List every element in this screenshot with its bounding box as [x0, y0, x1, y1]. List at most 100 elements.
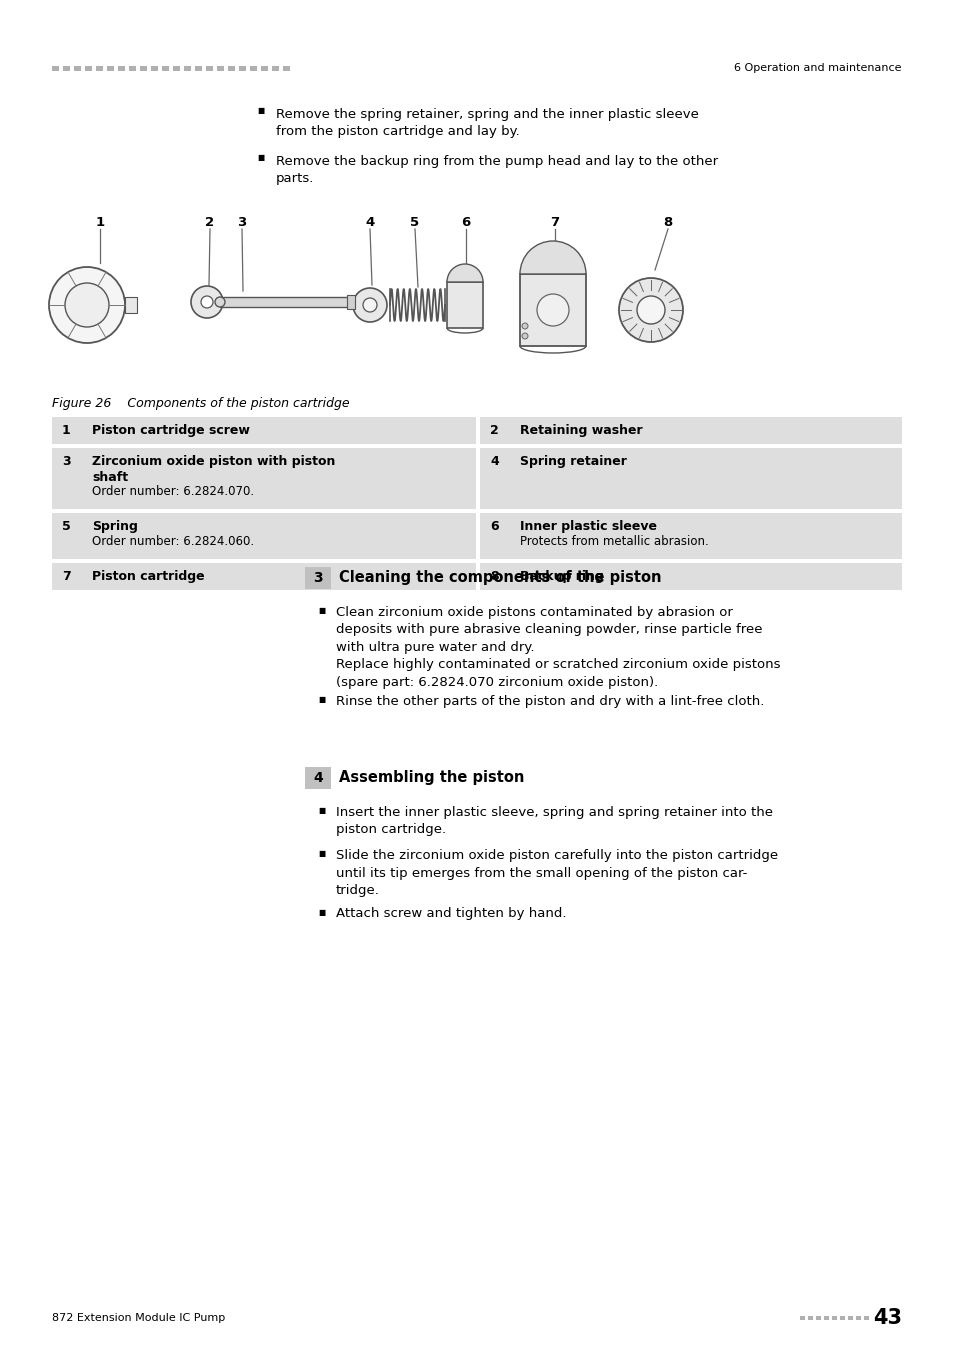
Text: Piston cartridge: Piston cartridge	[91, 570, 204, 583]
Bar	[447, 282, 482, 328]
Text: 1: 1	[95, 216, 105, 228]
Bar	[140, 66, 147, 70]
Circle shape	[201, 296, 213, 308]
Text: Insert the inner plastic sleeve, spring and spring retainer into the
piston cart: Insert the inner plastic sleeve, spring …	[335, 806, 772, 837]
Bar	[107, 66, 113, 70]
Circle shape	[363, 298, 376, 312]
Text: 5: 5	[62, 520, 71, 533]
Bar	[283, 66, 290, 70]
Bar	[347, 296, 355, 309]
Bar	[305, 767, 331, 788]
Text: 43: 43	[872, 1308, 901, 1328]
Bar	[815, 1316, 821, 1320]
Bar	[855, 1316, 861, 1320]
Circle shape	[521, 333, 527, 339]
Text: from the piston cartridge and lay by.: from the piston cartridge and lay by.	[275, 126, 519, 138]
Bar	[519, 274, 585, 346]
Text: 872 Extension Module IC Pump: 872 Extension Module IC Pump	[52, 1314, 225, 1323]
Bar	[118, 66, 125, 70]
Text: Figure 26    Components of the piston cartridge: Figure 26 Components of the piston cartr…	[52, 397, 349, 410]
Text: 7: 7	[550, 216, 559, 228]
Bar	[272, 66, 278, 70]
Text: 6 Operation and maintenance: 6 Operation and maintenance	[734, 63, 901, 73]
Text: Remove the spring retainer, spring and the inner plastic sleeve: Remove the spring retainer, spring and t…	[275, 108, 699, 122]
Text: 4: 4	[490, 455, 498, 468]
Circle shape	[637, 296, 664, 324]
Text: Clean zirconium oxide pistons contaminated by abrasion or
deposits with pure abr: Clean zirconium oxide pistons contaminat…	[335, 606, 780, 688]
Text: 4: 4	[313, 771, 322, 784]
Circle shape	[353, 288, 387, 323]
Bar	[479, 448, 901, 509]
Bar	[823, 1316, 828, 1320]
Text: 8: 8	[662, 216, 672, 228]
Bar	[96, 66, 103, 70]
Text: Zirconium oxide piston with piston
shaft: Zirconium oxide piston with piston shaft	[91, 455, 335, 485]
Text: 7: 7	[62, 570, 71, 583]
Text: ■: ■	[317, 606, 325, 616]
Text: Slide the zirconium oxide piston carefully into the piston cartridge
until its t: Slide the zirconium oxide piston careful…	[335, 849, 778, 896]
Bar	[52, 513, 476, 559]
Text: Spring: Spring	[91, 520, 138, 533]
Bar	[239, 66, 246, 70]
Text: 1: 1	[62, 424, 71, 437]
Bar	[194, 66, 202, 70]
Bar	[216, 66, 224, 70]
Circle shape	[49, 267, 125, 343]
Text: ■: ■	[317, 695, 325, 705]
Text: ■: ■	[256, 107, 264, 115]
Bar	[261, 66, 268, 70]
Text: ■: ■	[317, 907, 325, 917]
Bar	[479, 563, 901, 590]
Bar	[479, 417, 901, 444]
Bar	[847, 1316, 852, 1320]
Bar	[52, 563, 476, 590]
Text: Attach screw and tighten by hand.: Attach screw and tighten by hand.	[335, 907, 566, 921]
Text: Remove the backup ring from the pump head and lay to the other: Remove the backup ring from the pump hea…	[275, 155, 718, 167]
Bar	[85, 66, 91, 70]
Bar	[840, 1316, 844, 1320]
Text: ■: ■	[317, 806, 325, 815]
Text: Inner plastic sleeve: Inner plastic sleeve	[519, 520, 657, 533]
Text: Spring retainer: Spring retainer	[519, 455, 626, 468]
Text: Retaining washer: Retaining washer	[519, 424, 642, 437]
Bar	[800, 1316, 804, 1320]
Bar	[52, 66, 59, 70]
Bar	[63, 66, 70, 70]
Bar	[863, 1316, 868, 1320]
Text: 6: 6	[461, 216, 470, 228]
Text: parts.: parts.	[275, 171, 314, 185]
Text: 3: 3	[313, 571, 322, 585]
Bar	[162, 66, 169, 70]
Text: 3: 3	[237, 216, 247, 228]
Bar	[52, 448, 476, 509]
Text: 4: 4	[365, 216, 375, 228]
Text: 6: 6	[490, 520, 498, 533]
Bar	[807, 1316, 812, 1320]
Circle shape	[191, 286, 223, 319]
Text: ■: ■	[256, 153, 264, 162]
Text: 3: 3	[62, 455, 71, 468]
Text: 2: 2	[205, 216, 214, 228]
Bar	[305, 567, 331, 589]
Bar	[479, 513, 901, 559]
Circle shape	[618, 278, 682, 342]
Circle shape	[65, 284, 109, 327]
Text: Protects from metallic abrasion.: Protects from metallic abrasion.	[519, 535, 708, 548]
Text: Order number: 6.2824.070.: Order number: 6.2824.070.	[91, 485, 253, 498]
Text: 2: 2	[490, 424, 498, 437]
Bar	[206, 66, 213, 70]
Bar	[129, 66, 136, 70]
Circle shape	[521, 323, 527, 329]
Wedge shape	[519, 242, 585, 274]
Wedge shape	[447, 265, 482, 282]
Text: Backup ring: Backup ring	[519, 570, 603, 583]
Text: Assembling the piston: Assembling the piston	[338, 771, 524, 786]
Circle shape	[214, 297, 225, 306]
Text: 8: 8	[490, 570, 498, 583]
Text: Cleaning the components of the piston: Cleaning the components of the piston	[338, 571, 660, 586]
Bar	[220, 297, 355, 306]
Bar	[172, 66, 180, 70]
Text: Rinse the other parts of the piston and dry with a lint-free cloth.: Rinse the other parts of the piston and …	[335, 695, 763, 709]
Bar	[151, 66, 158, 70]
Bar	[184, 66, 191, 70]
